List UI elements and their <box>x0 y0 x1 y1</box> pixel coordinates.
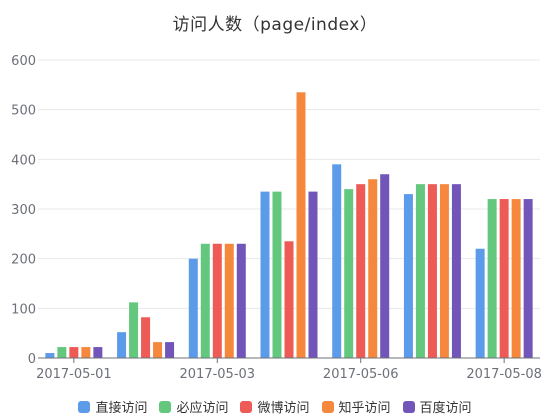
bar <box>260 191 270 358</box>
bar <box>475 248 485 358</box>
legend-item[interactable]: 微博访问 <box>240 397 310 416</box>
x-tick-label: 2017-05-03 <box>180 367 256 382</box>
bar <box>212 243 222 358</box>
bar <box>224 243 234 358</box>
bar <box>236 243 246 358</box>
y-tick-label: 200 <box>11 253 36 268</box>
x-tick-label: 2017-05-08 <box>466 367 542 382</box>
bar <box>523 199 533 358</box>
bar <box>511 199 521 358</box>
legend-swatch <box>321 400 334 413</box>
bar <box>415 184 425 358</box>
y-tick-label: 0 <box>28 352 36 367</box>
legend-label: 直接访问 <box>95 401 148 416</box>
legend-item[interactable]: 必应访问 <box>159 397 228 416</box>
bar <box>368 179 378 358</box>
bar <box>141 317 151 358</box>
bar <box>308 191 318 358</box>
y-tick-label: 600 <box>11 54 36 69</box>
y-tick-label: 500 <box>11 104 36 119</box>
bar <box>380 174 390 358</box>
bar <box>93 347 103 358</box>
legend-label: 必应访问 <box>176 401 229 416</box>
legend-label: 百度访问 <box>419 401 472 416</box>
bar <box>188 258 198 358</box>
bar-chart: 0 100 200 300 400 500 600 2017-05-01 2017-05-03 2… <box>11 54 542 382</box>
bar <box>284 241 294 358</box>
legend-swatch <box>78 400 91 413</box>
bar <box>439 184 449 358</box>
y-tick-label: 400 <box>11 153 36 168</box>
bar <box>487 199 497 358</box>
legend-label: 知乎访问 <box>338 401 391 416</box>
legend-swatch <box>402 400 415 413</box>
legend-swatch <box>240 400 253 413</box>
bar <box>117 332 127 358</box>
bar <box>165 342 175 358</box>
bar <box>344 189 354 358</box>
bar <box>403 194 413 358</box>
bar <box>427 184 437 358</box>
legend-item[interactable]: 知乎访问 <box>321 397 391 416</box>
bar <box>356 184 366 358</box>
chart-title: 访问人数（page/index） <box>172 15 378 35</box>
bar <box>332 164 342 358</box>
legend-item[interactable]: 百度访问 <box>402 397 472 416</box>
bar <box>272 191 282 358</box>
bar <box>499 199 509 358</box>
y-tick-label: 100 <box>11 302 36 317</box>
bar <box>45 353 55 358</box>
chart-legend: 直接访问 必应访问 微博访问 知乎访问 百度访问 <box>0 397 550 416</box>
bar <box>153 342 163 358</box>
bar <box>69 347 79 358</box>
x-tick-label: 2017-05-01 <box>36 367 112 382</box>
bar <box>57 347 67 358</box>
bar <box>129 302 139 358</box>
legend-item[interactable]: 直接访问 <box>78 397 147 416</box>
x-tick-label: 2017-05-06 <box>323 367 399 382</box>
bar <box>451 184 461 358</box>
legend-swatch <box>159 400 172 413</box>
bar <box>200 243 210 358</box>
y-tick-label: 300 <box>11 203 36 218</box>
bar <box>296 92 306 359</box>
legend-label: 微博访问 <box>257 401 310 416</box>
bar <box>81 347 91 358</box>
